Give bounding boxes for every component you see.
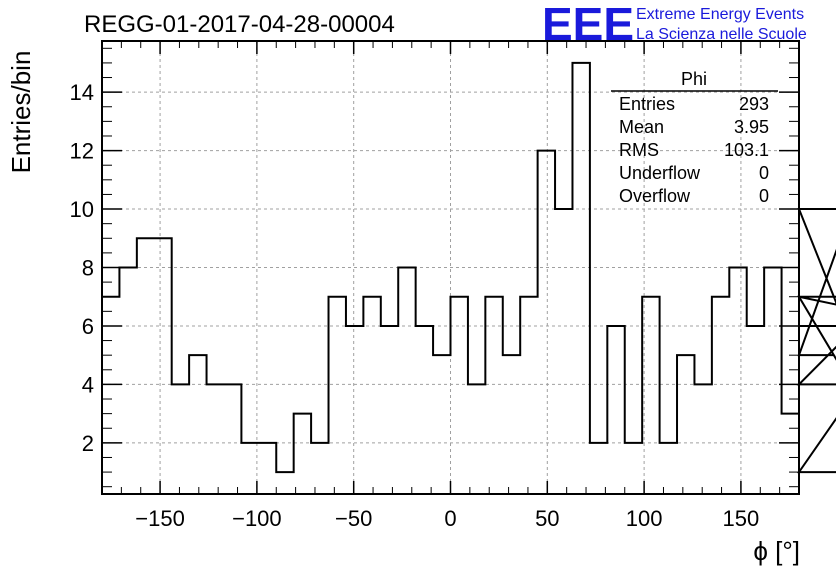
histogram-bin <box>607 326 624 494</box>
y-tick-label: 2 <box>82 431 94 456</box>
stats-label-overflow: Overflow <box>619 186 691 206</box>
x-tick-label: 100 <box>626 506 663 531</box>
histogram-bin <box>677 355 694 494</box>
y-tick-label: 10 <box>70 197 94 222</box>
histogram-bin <box>311 443 328 494</box>
histogram-bin <box>416 326 433 494</box>
tick-labels: −150 −100 −50 0 50 100 150 2 4 6 8 10 12 14 <box>70 80 760 531</box>
histogram-bin <box>224 384 241 494</box>
histogram-bin <box>207 384 224 494</box>
x-tick-label: 0 <box>444 506 456 531</box>
histogram-bin <box>346 326 363 494</box>
chart-title: REGG-01-2017-04-28-00004 <box>84 11 395 38</box>
stats-label-entries: Entries <box>619 94 675 114</box>
y-tick-label: 14 <box>70 80 94 105</box>
histogram-bin <box>555 209 572 494</box>
histogram-bin <box>451 297 468 494</box>
x-axis-title: ϕ [°] <box>753 536 800 566</box>
histogram-bin <box>572 63 589 494</box>
histogram-bin <box>782 414 799 494</box>
axis-ticks <box>102 41 799 494</box>
histogram-bin <box>764 268 781 495</box>
x-tick-label: 150 <box>723 506 760 531</box>
histogram-bin <box>154 238 171 494</box>
histogram-bin <box>625 443 642 494</box>
logo-line-1: Extreme Energy Events <box>636 6 804 23</box>
histogram-bin <box>189 355 206 494</box>
stats-box: Phi Entries 293 Mean 3.95 RMS 103.1 Unde… <box>611 69 778 206</box>
histogram-bin <box>747 326 764 494</box>
x-tick-label: 50 <box>535 506 559 531</box>
histogram-bin <box>119 268 136 495</box>
histogram-outline <box>102 61 836 474</box>
x-tick-label: −150 <box>135 506 185 531</box>
histogram-bin <box>660 443 677 494</box>
stats-value-overflow: 0 <box>759 186 769 206</box>
histogram-bin <box>398 268 415 495</box>
stats-label-mean: Mean <box>619 117 664 137</box>
histogram-bin <box>468 384 485 494</box>
histogram-bin <box>172 384 189 494</box>
histogram-bin <box>590 443 607 494</box>
histogram <box>102 61 836 495</box>
stats-value-entries: 293 <box>739 94 769 114</box>
stats-label-underflow: Underflow <box>619 163 701 183</box>
grid <box>102 41 799 494</box>
histogram-bin <box>137 238 154 494</box>
histogram-bin <box>729 268 746 495</box>
stats-label-rms: RMS <box>619 140 659 160</box>
histogram-bin <box>259 443 276 494</box>
stats-name: Phi <box>681 69 707 89</box>
histogram-bin <box>694 384 711 494</box>
x-tick-label: −50 <box>335 506 372 531</box>
logo-mark: EEE <box>542 0 634 50</box>
stats-value-mean: 3.95 <box>734 117 769 137</box>
y-tick-label: 6 <box>82 314 94 339</box>
stats-value-underflow: 0 <box>759 163 769 183</box>
stats-value-rms: 103.1 <box>724 140 769 160</box>
histogram-bin <box>276 472 293 494</box>
histogram-bin <box>381 326 398 494</box>
y-tick-label: 8 <box>82 256 94 281</box>
y-axis-title: Entries/bin <box>6 51 36 174</box>
histogram-bin <box>433 355 450 494</box>
eee-logo: EEE Extreme Energy Events La Scienza nel… <box>542 0 807 50</box>
logo-line-2: La Scienza nelle Scuole <box>636 26 807 43</box>
histogram-bin <box>503 355 520 494</box>
x-tick-label: −100 <box>232 506 282 531</box>
y-tick-label: 12 <box>70 139 94 164</box>
y-tick-label: 4 <box>82 372 94 397</box>
histogram-bin <box>294 414 311 494</box>
